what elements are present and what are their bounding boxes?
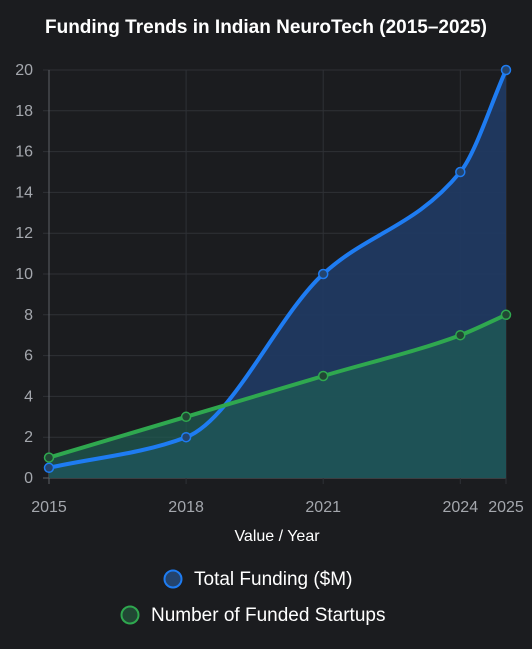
x-tick-label: 2025 [488, 499, 524, 516]
chart-title: Funding Trends in Indian NeuroTech (2015… [45, 17, 487, 38]
point-total-funding[interactable] [180, 431, 192, 443]
point-funded-startups[interactable] [317, 370, 329, 382]
x-tick-label: 2018 [168, 499, 204, 516]
y-axis-ticks: 0 2 4 6 8 10 12 14 16 18 20 [15, 62, 33, 487]
y-tick-label: 14 [15, 184, 33, 201]
point-funded-startups[interactable] [500, 309, 512, 321]
point-funded-startups[interactable] [43, 452, 55, 463]
y-tick-label: 16 [15, 144, 33, 161]
y-tick-label: 12 [15, 225, 33, 242]
point-total-funding[interactable] [455, 166, 466, 178]
data-points [43, 64, 512, 474]
legend-label-funded-startups: Number of Funded Startups [151, 605, 385, 626]
y-tick-label: 10 [15, 266, 33, 283]
x-tick-label: 2015 [31, 499, 67, 516]
y-tick-label: 18 [15, 103, 33, 120]
x-axis-label: Value / Year [234, 528, 320, 545]
legend-item-funded-startups[interactable]: Number of Funded Startups [120, 605, 386, 626]
legend-item-total-funding[interactable]: Total Funding ($M) [163, 569, 353, 590]
y-tick-label: 8 [24, 307, 33, 324]
point-funded-startups[interactable] [455, 329, 466, 341]
point-total-funding[interactable] [43, 462, 55, 474]
point-total-funding[interactable] [317, 268, 329, 280]
x-tick-label: 2024 [443, 499, 479, 516]
series-areas [49, 70, 506, 478]
y-tick-label: 0 [24, 470, 33, 487]
legend-marker-total-funding [163, 569, 183, 589]
x-axis-ticks: 2015 2018 2021 2024 2025 [31, 499, 524, 516]
legend-label-total-funding: Total Funding ($M) [194, 569, 352, 590]
point-funded-startups[interactable] [180, 411, 192, 423]
x-tick-label: 2021 [305, 499, 341, 516]
y-tick-label: 6 [24, 348, 33, 365]
point-total-funding[interactable] [500, 64, 512, 76]
y-tick-label: 2 [24, 429, 33, 446]
legend: Total Funding ($M) Number of Funded Star… [120, 569, 386, 626]
y-tick-label: 20 [15, 62, 33, 79]
legend-marker-funded-startups [120, 605, 140, 625]
area-funded-startups [49, 314, 506, 478]
y-tick-label: 4 [24, 388, 33, 405]
